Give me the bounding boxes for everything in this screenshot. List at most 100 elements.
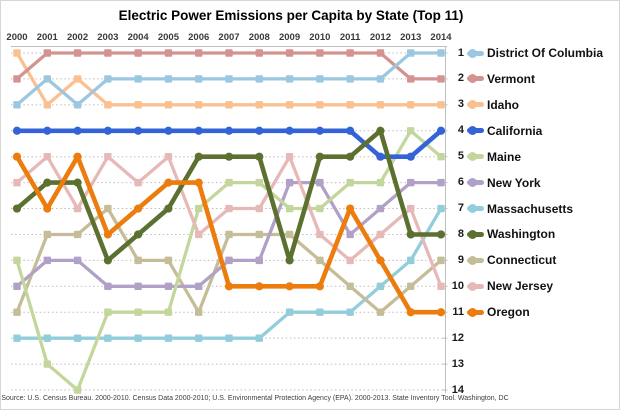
- x-axis-label-2004: 2004: [127, 32, 149, 43]
- series-marker-washington: [255, 152, 264, 161]
- legend-line-icon: [467, 255, 484, 265]
- legend-label: District Of Columbia: [487, 46, 604, 60]
- y-axis-label-5: 5: [457, 150, 464, 163]
- x-axis-label-2010: 2010: [309, 32, 331, 43]
- series-marker-new-jersey: [255, 204, 263, 213]
- series-marker-new-jersey: [164, 152, 173, 161]
- x-axis-label-2014: 2014: [430, 32, 452, 43]
- series-marker-idaho: [407, 101, 415, 109]
- series-marker-district-of-columbia: [316, 75, 324, 83]
- series-marker-connecticut: [134, 256, 142, 265]
- series-marker-washington: [73, 178, 82, 187]
- series-marker-maine: [195, 204, 203, 213]
- series-marker-new-jersey: [407, 204, 415, 213]
- series-marker-oregon: [224, 282, 234, 291]
- x-axis-label-2000: 2000: [6, 32, 28, 43]
- series-marker-vermont: [316, 49, 324, 57]
- series-marker-district-of-columbia: [104, 75, 112, 83]
- series-marker-connecticut: [437, 256, 445, 265]
- series-marker-massachusetts: [73, 334, 82, 342]
- series-marker-new-jersey: [73, 204, 82, 213]
- legend-entry-maine: Maine: [467, 149, 521, 165]
- series-marker-new-york: [225, 256, 233, 265]
- series-marker-new-york: [285, 178, 294, 187]
- source-note: Source: U.S. Census Bureau. 2000-2010. C…: [1, 395, 509, 402]
- legend-line-icon: [467, 204, 484, 214]
- series-marker-connecticut: [73, 230, 82, 239]
- series-marker-new-jersey: [104, 152, 112, 161]
- series-marker-oregon: [376, 256, 385, 265]
- series-marker-district-of-columbia: [195, 75, 203, 83]
- y-axis-label-2: 2: [457, 72, 464, 85]
- series-marker-vermont: [255, 49, 263, 57]
- x-axis-label-2008: 2008: [248, 32, 270, 43]
- series-marker-oregon: [315, 282, 324, 291]
- series-marker-maine: [437, 152, 445, 161]
- series-marker-vermont: [134, 49, 142, 57]
- series-marker-california: [376, 152, 385, 161]
- series-marker-vermont: [437, 75, 445, 83]
- series-marker-massachusetts: [225, 334, 233, 342]
- series-line-washington: [14, 128, 444, 263]
- series-marker-new-york: [195, 282, 203, 291]
- y-axis-label-13: 13: [451, 357, 464, 370]
- y-axis-label-10: 10: [451, 279, 464, 292]
- legend-label: Oregon: [487, 305, 530, 320]
- series-marker-new-york: [346, 230, 354, 239]
- series-marker-california: [43, 126, 52, 135]
- series-marker-idaho: [376, 101, 385, 109]
- series-marker-idaho: [164, 101, 173, 109]
- series-marker-new-york: [316, 178, 324, 187]
- series-marker-new-jersey: [346, 256, 354, 265]
- legend-entry-new-york: New York: [467, 175, 541, 191]
- x-axis-label-2013: 2013: [400, 32, 422, 43]
- series-marker-oregon: [255, 282, 264, 291]
- series-marker-washington: [224, 152, 234, 161]
- legend-label: New York: [487, 175, 541, 190]
- series-line-massachusetts: [15, 206, 443, 340]
- legend-entry-idaho: Idaho: [467, 97, 519, 113]
- series-marker-oregon: [73, 152, 82, 161]
- series-marker-district-of-columbia: [134, 75, 142, 83]
- series-marker-washington: [406, 230, 415, 239]
- series-marker-oregon: [134, 204, 143, 213]
- series-marker-california: [285, 126, 294, 135]
- series-marker-new-jersey: [437, 282, 445, 291]
- series-marker-maine: [73, 386, 82, 394]
- series-marker-vermont: [376, 49, 385, 57]
- series-marker-new-jersey: [134, 178, 142, 187]
- series-marker-massachusetts: [255, 334, 263, 342]
- series-marker-massachusetts: [376, 282, 385, 291]
- series-marker-new-jersey: [285, 152, 294, 161]
- series-marker-maine: [134, 308, 142, 316]
- legend-marker-icon: [468, 74, 477, 84]
- y-axis-label-12: 12: [451, 331, 464, 344]
- series-marker-washington: [376, 126, 385, 135]
- series-line-new-jersey: [15, 155, 443, 288]
- series-marker-massachusetts: [164, 334, 173, 342]
- y-axis-label-11: 11: [452, 305, 464, 318]
- series-marker-connecticut: [376, 308, 385, 316]
- series-marker-washington: [103, 256, 112, 265]
- series-marker-connecticut: [255, 230, 263, 239]
- series-marker-new-york: [73, 256, 82, 265]
- series-marker-new-jersey: [195, 230, 203, 239]
- legend-line-icon: [467, 126, 484, 136]
- series-marker-california: [255, 126, 264, 135]
- series-marker-new-york: [43, 256, 51, 265]
- legend-marker-icon: [468, 281, 477, 291]
- series-marker-california: [315, 126, 324, 135]
- x-axis-label-2001: 2001: [36, 32, 58, 43]
- series-marker-idaho: [346, 101, 354, 109]
- legend-marker-icon: [468, 100, 477, 110]
- series-marker-california: [12, 126, 22, 135]
- series-marker-maine: [255, 178, 263, 187]
- series-marker-washington: [436, 230, 446, 239]
- series-marker-idaho: [437, 101, 445, 109]
- legend-line-icon: [467, 281, 484, 291]
- x-axis-label-2005: 2005: [157, 32, 179, 43]
- y-axis-label-1: 1: [457, 46, 464, 59]
- legend-label: Connecticut: [487, 253, 557, 268]
